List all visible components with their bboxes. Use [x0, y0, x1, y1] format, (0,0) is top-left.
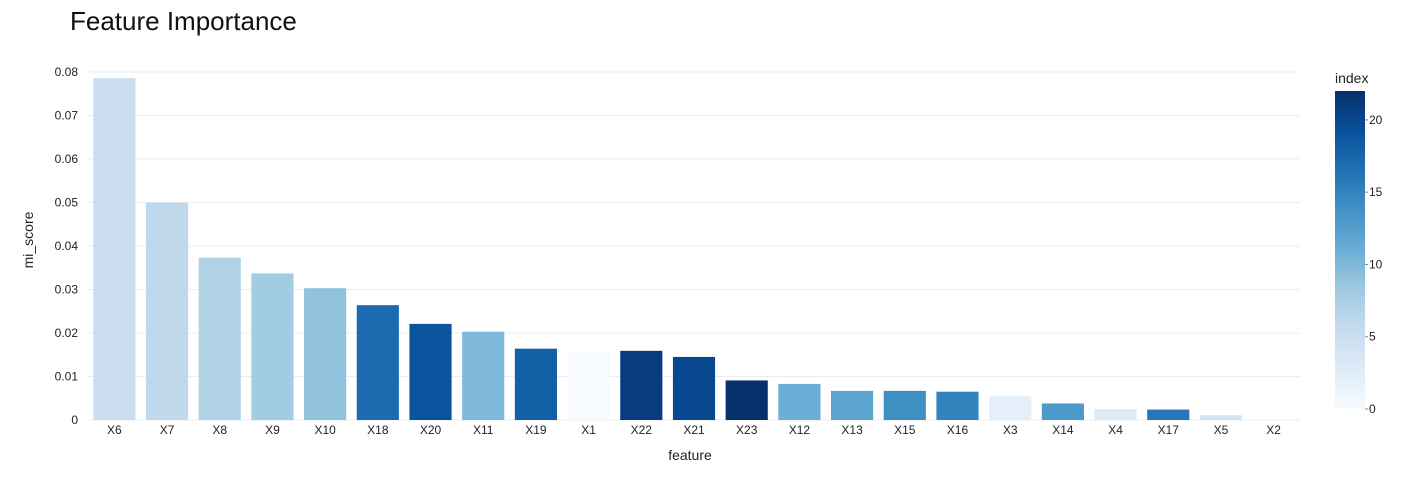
bar-x21[interactable]	[672, 356, 716, 420]
colorbar-tick-label: 5	[1369, 330, 1376, 344]
y-tick-label: 0.05	[55, 196, 79, 210]
x-axis-title: feature	[668, 447, 712, 463]
bar-x1[interactable]	[567, 351, 610, 420]
x-tick-label: X18	[367, 423, 389, 437]
y-tick-label: 0.02	[55, 326, 79, 340]
bar-x2[interactable]	[1252, 419, 1295, 420]
bar-x17[interactable]	[1147, 409, 1190, 420]
y-tick-label: 0.01	[55, 370, 79, 384]
x-tick-label: X2	[1266, 423, 1281, 437]
colorbar-tick-label: 0	[1369, 402, 1376, 416]
bar-x11[interactable]	[462, 331, 505, 420]
y-axis-title: mi_score	[20, 211, 36, 268]
y-tick-label: 0.06	[55, 152, 79, 166]
x-tick-label: X8	[212, 423, 227, 437]
x-tick-label: X16	[947, 423, 969, 437]
x-tick-label: X13	[841, 423, 863, 437]
x-tick-label: X3	[1003, 423, 1018, 437]
bar-x4[interactable]	[1094, 409, 1137, 420]
x-tick-label: X6	[107, 423, 122, 437]
x-tick-label: X17	[1158, 423, 1180, 437]
bar-x7[interactable]	[145, 202, 189, 421]
x-tick-label: X22	[631, 423, 653, 437]
bar-x19[interactable]	[514, 348, 557, 420]
colorbar-tick-label: 10	[1369, 257, 1383, 271]
bar-x22[interactable]	[620, 350, 663, 420]
y-axis-ticks: 0 0.01 0.02 0.03 0.04 0.05 0.06 0.07 0.08	[55, 65, 79, 427]
y-tick-label: 0.07	[55, 109, 79, 123]
x-tick-label: X9	[265, 423, 280, 437]
x-tick-label: X14	[1052, 423, 1074, 437]
y-tick-label: 0	[71, 413, 78, 427]
x-tick-label: X21	[683, 423, 705, 437]
y-tick-label: 0.08	[55, 65, 79, 79]
colorbar-gradient	[1335, 91, 1365, 409]
chart-title: Feature Importance	[70, 6, 297, 36]
bar-x6[interactable]	[93, 78, 136, 420]
x-tick-label: X11	[473, 423, 494, 437]
colorbar-tick-label: 15	[1369, 185, 1383, 199]
bar-x12[interactable]	[778, 383, 821, 420]
x-tick-label: X5	[1214, 423, 1229, 437]
x-tick-label: X19	[525, 423, 547, 437]
x-tick-label: X4	[1108, 423, 1123, 437]
bar-x9[interactable]	[251, 273, 294, 420]
bar-x16[interactable]	[936, 391, 979, 420]
bar-x20[interactable]	[409, 323, 452, 420]
x-tick-label: X23	[736, 423, 758, 437]
x-axis-ticks: X6 X7 X8 X9 X10 X18 X20 X11 X19 X1 X22 X21 X23 X12 X13…	[107, 423, 1281, 437]
bar-x5[interactable]	[1199, 415, 1243, 420]
colorbar: index 0 5 10 15 20	[1335, 70, 1383, 416]
x-tick-label: X20	[420, 423, 442, 437]
bar-x8[interactable]	[198, 257, 241, 420]
bar-x15[interactable]	[883, 390, 926, 420]
y-tick-label: 0.04	[55, 239, 79, 253]
colorbar-title: index	[1335, 70, 1368, 86]
colorbar-ticks: 0 5 10 15 20	[1365, 113, 1383, 416]
x-tick-label: X10	[314, 423, 336, 437]
bar-x13[interactable]	[831, 390, 874, 420]
bars	[93, 78, 1295, 421]
x-tick-label: X15	[894, 423, 916, 437]
bar-x18[interactable]	[356, 305, 399, 420]
bar-x23[interactable]	[725, 380, 768, 420]
x-tick-label: X12	[789, 423, 811, 437]
x-tick-label: X7	[160, 423, 175, 437]
bar-x14[interactable]	[1041, 403, 1084, 420]
bar-x10[interactable]	[304, 288, 347, 420]
bar-x3[interactable]	[989, 396, 1032, 420]
x-tick-label: X1	[581, 423, 596, 437]
y-tick-label: 0.03	[55, 283, 79, 297]
colorbar-tick-label: 20	[1369, 113, 1383, 127]
